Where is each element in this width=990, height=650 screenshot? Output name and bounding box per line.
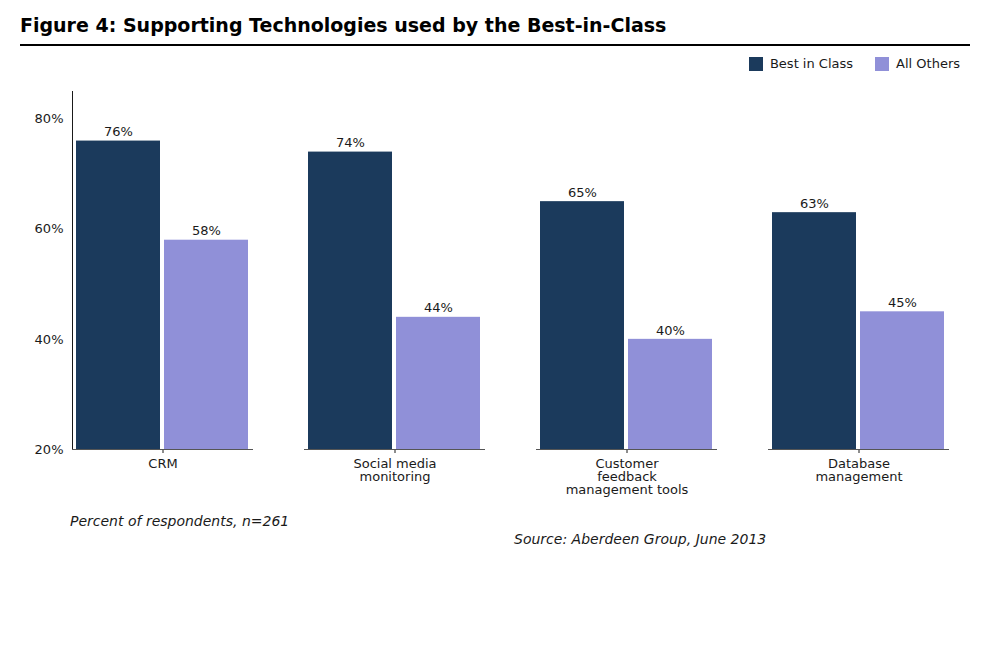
svg-text:Databasemanagement: Databasemanagement: [815, 456, 902, 484]
svg-text:40%: 40%: [35, 332, 64, 347]
svg-text:Customerfeedbackmanagement too: Customerfeedbackmanagement tools: [566, 456, 689, 497]
svg-text:44%: 44%: [424, 300, 453, 315]
svg-text:63%: 63%: [800, 196, 829, 211]
html-text:Best in Class: Best in Class: [770, 56, 854, 71]
svg-text:CRM: CRM: [148, 456, 177, 471]
svg-text:Social mediamonitoring: Social mediamonitoring: [353, 456, 436, 484]
svg-text:76%: 76%: [104, 124, 133, 139]
html-text:Source: Aberdeen Group, June 2: Source: Aberdeen Group, June 2013: [514, 531, 767, 547]
html-text:Figure 4: Supporting Technolog: Figure 4: Supporting Technologies used b…: [20, 14, 667, 36]
html-text:All Others: All Others: [896, 56, 960, 71]
svg-text:40%: 40%: [656, 323, 685, 338]
svg-text:45%: 45%: [888, 295, 917, 310]
html-text:Percent of respondents, n=261: Percent of respondents, n=261: [70, 513, 290, 529]
svg-text:60%: 60%: [35, 221, 64, 236]
svg-text:74%: 74%: [336, 135, 365, 150]
svg-text:80%: 80%: [35, 111, 64, 126]
svg-text:65%: 65%: [568, 185, 597, 200]
svg-text:20%: 20%: [35, 442, 64, 457]
svg-text:58%: 58%: [192, 223, 221, 238]
